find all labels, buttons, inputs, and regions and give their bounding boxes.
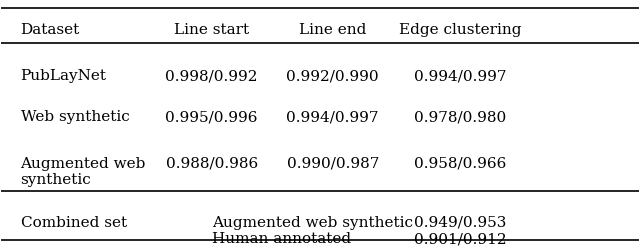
Text: 0.995/0.996: 0.995/0.996	[165, 110, 258, 124]
Text: Line start: Line start	[174, 23, 249, 37]
Text: 0.994/0.997: 0.994/0.997	[287, 110, 379, 124]
Text: Line end: Line end	[299, 23, 367, 37]
Text: 0.994/0.997: 0.994/0.997	[414, 69, 506, 83]
Text: 0.978/0.980: 0.978/0.980	[414, 110, 506, 124]
Text: Dataset: Dataset	[20, 23, 80, 37]
Text: Edge clustering: Edge clustering	[399, 23, 522, 37]
Text: Augmented web
synthetic: Augmented web synthetic	[20, 156, 146, 186]
Text: PubLayNet: PubLayNet	[20, 69, 106, 83]
Text: 0.998/0.992: 0.998/0.992	[165, 69, 258, 83]
Text: 0.988/0.986: 0.988/0.986	[166, 156, 258, 170]
Text: 0.949/0.953
0.901/0.912: 0.949/0.953 0.901/0.912	[414, 215, 506, 245]
Text: 0.958/0.966: 0.958/0.966	[414, 156, 506, 170]
Text: Combined set: Combined set	[20, 215, 127, 229]
Text: Web synthetic: Web synthetic	[20, 110, 129, 124]
Text: 0.992/0.990: 0.992/0.990	[287, 69, 379, 83]
Text: 0.990/0.987: 0.990/0.987	[287, 156, 379, 170]
Text: Augmented web synthetic
Human annotated: Augmented web synthetic Human annotated	[212, 215, 413, 245]
